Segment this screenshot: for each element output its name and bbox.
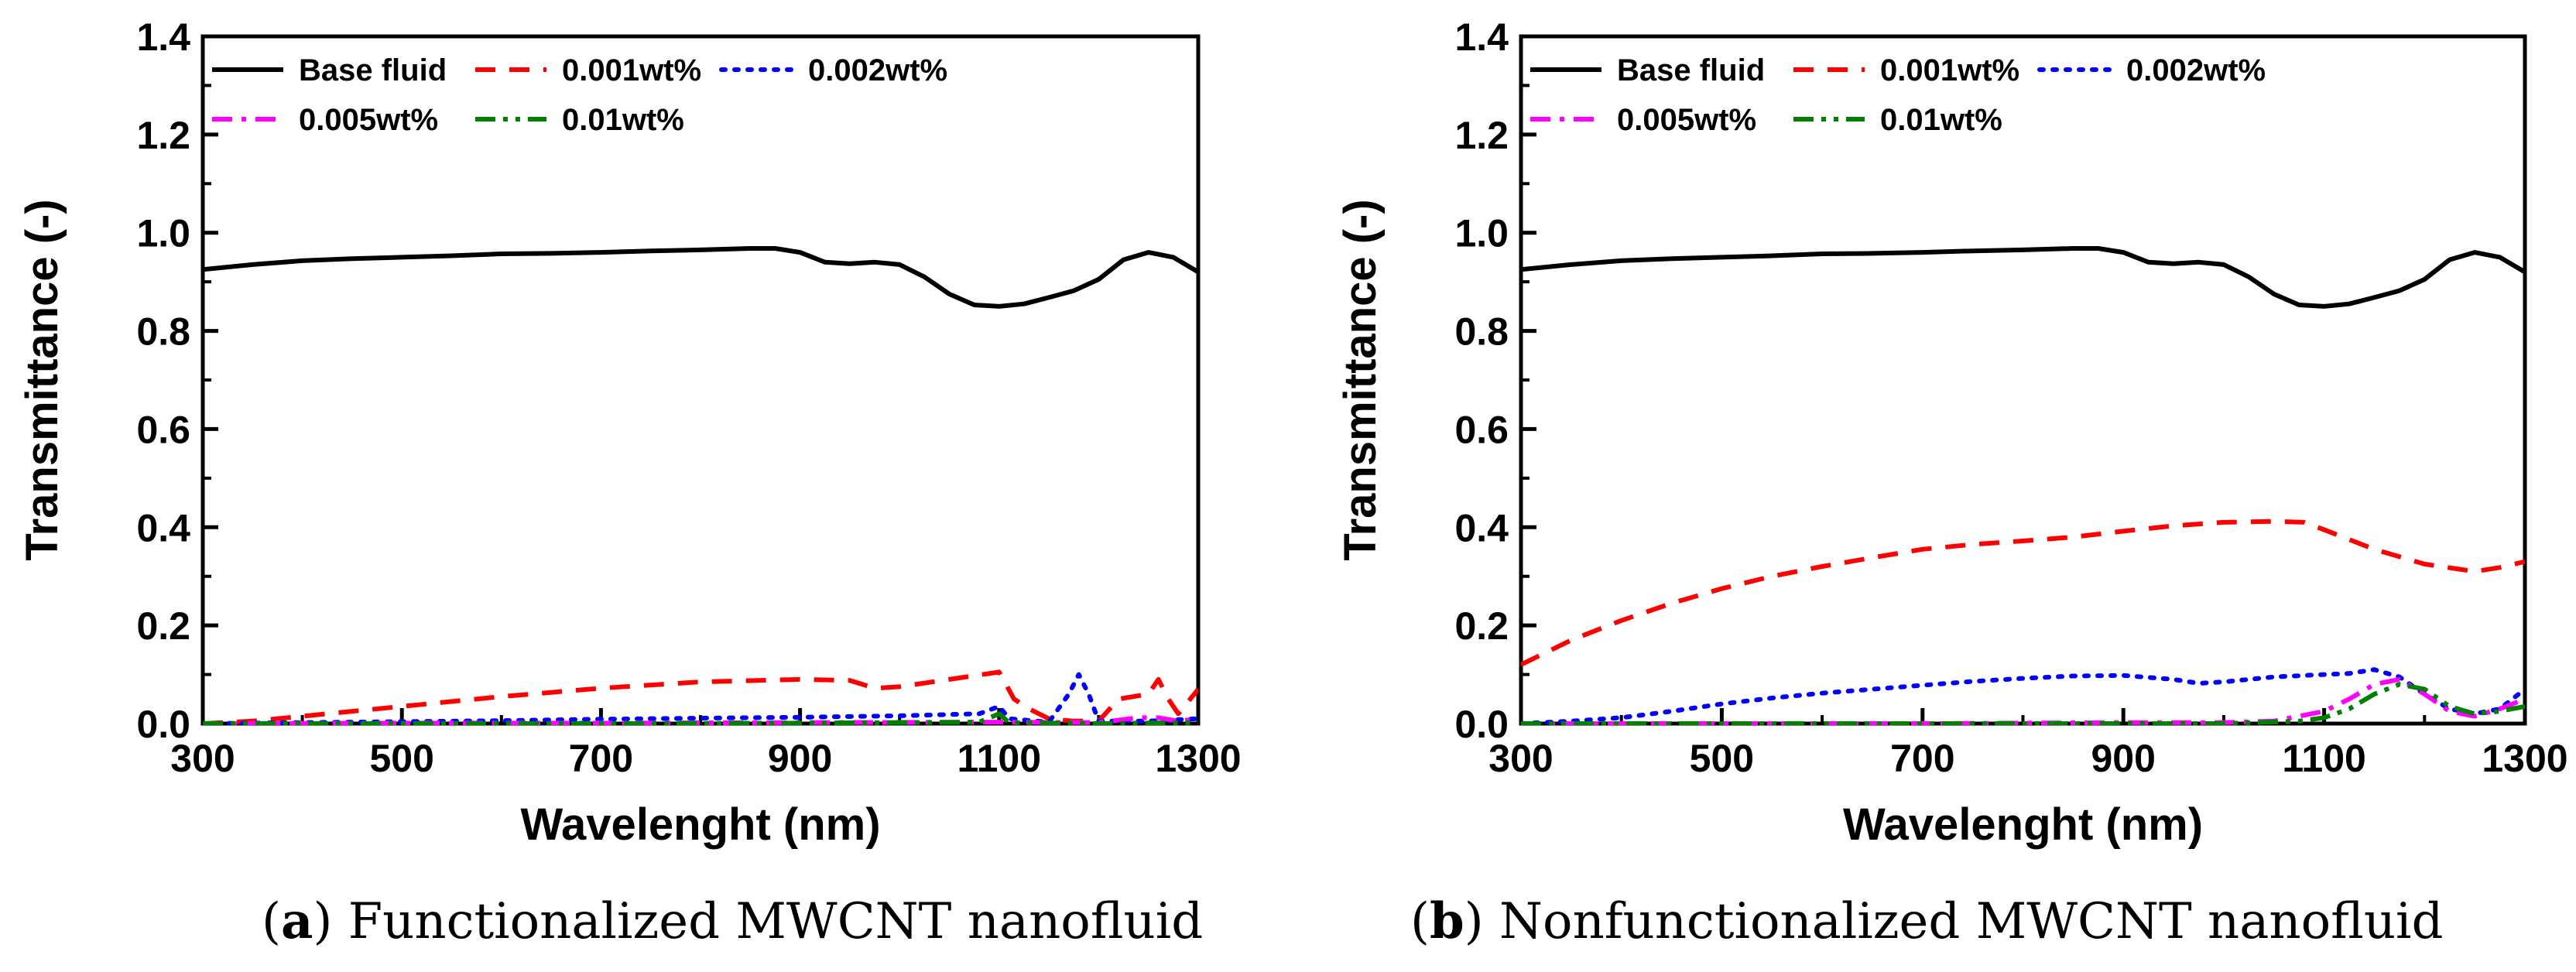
legend-label: 0.002wt% (808, 53, 947, 87)
legend-label: Base fluid (299, 53, 447, 87)
legend-label: 0.005wt% (299, 103, 438, 137)
legend-label: Base fluid (1617, 53, 1765, 87)
y-tick-label: 1.4 (1454, 15, 1509, 59)
y-tick-label: 0.2 (1454, 604, 1509, 648)
legend-item: 0.005wt% (212, 103, 438, 137)
panel-letter: b (1430, 892, 1464, 950)
series-line-1 (203, 669, 1198, 725)
legend-label: 0.001wt% (562, 53, 701, 87)
x-tick-label: 300 (170, 737, 235, 780)
y-tick-label: 1.0 (1454, 212, 1509, 255)
panel-caption: (a) Functionalized MWCNT nanofluid (262, 892, 1203, 950)
plot-frame (1519, 34, 2527, 726)
y-tick-label: 0.0 (136, 703, 190, 746)
panel-caption-text: Nonfunctionalized MWCNT nanofluid (1499, 893, 2443, 950)
x-axis-label: Wavelenght (nm) (1843, 799, 2203, 850)
x-tick-label: 1300 (2482, 737, 2567, 780)
legend-item: Base fluid (212, 53, 447, 87)
x-tick-label: 700 (1890, 737, 1954, 780)
y-tick-label: 1.0 (136, 212, 190, 255)
x-tick-label: 1300 (1155, 737, 1241, 780)
x-tick-label: 500 (369, 737, 433, 780)
series-line-4 (203, 711, 1198, 725)
y-tick-label: 0.8 (136, 310, 190, 354)
legend-label: 0.01wt% (562, 103, 684, 137)
legend-label: 0.002wt% (2126, 53, 2266, 87)
panel-caption: (b) Nonfunctionalized MWCNT nanofluid (1410, 892, 2443, 950)
x-axis-label: Wavelenght (nm) (520, 799, 880, 850)
legend-item: 0.002wt% (2037, 53, 2266, 87)
y-axis-label: Transmittance (-) (1335, 199, 1386, 560)
series-line-3 (203, 715, 1198, 725)
series-lines (1521, 246, 2525, 725)
y-tick-label: 0.8 (1454, 310, 1509, 354)
series-line-2 (203, 672, 1198, 725)
y-axis-label: Transmittance (-) (17, 199, 67, 560)
series-lines (203, 246, 1198, 725)
y-tick-label: 0.2 (136, 604, 190, 648)
legend-item: 0.001wt% (1793, 53, 2019, 87)
x-tick-label: 900 (768, 737, 832, 780)
x-tick-label: 300 (1488, 737, 1553, 780)
y-tick-label: 0.6 (136, 408, 190, 451)
series-line-1 (1521, 519, 2525, 667)
legend-item: 0.01wt% (1793, 103, 2002, 137)
y-tick-label: 0.6 (1454, 408, 1509, 451)
legend-label: 0.01wt% (1880, 103, 2002, 137)
y-tick-label: 0.4 (136, 506, 190, 549)
y-tick-label: 1.2 (136, 114, 190, 157)
legend-item: 0.005wt% (1530, 103, 1756, 137)
legend-item: 0.002wt% (719, 53, 947, 87)
plot-frame (200, 34, 1201, 726)
legend: Base fluid 0.001wt% 0.002wt% 0.005wt% 0.01wt… (212, 53, 947, 137)
x-tick-label: 1100 (957, 737, 1041, 780)
legend-item: 0.01wt% (475, 103, 684, 137)
series-line-4 (1521, 682, 2525, 725)
chart-panel-b: 300 500 700 900 1100 1300 0.0 0.2 0.4 0.6 0.8 1.0 1.… (1335, 15, 2568, 950)
y-tick-label: 1.2 (1454, 114, 1509, 157)
legend-item: 0.001wt% (475, 53, 701, 87)
legend: Base fluid 0.001wt% 0.002wt% 0.005wt% 0.01wt… (1530, 53, 2266, 137)
panel-letter: a (281, 892, 313, 950)
legend-label: 0.005wt% (1617, 103, 1756, 137)
chart-panel-a: 300 500 700 900 1100 1300 0.0 0.2 0.4 0.6 0.8 1.0 1.… (17, 15, 1242, 950)
y-tick-label: 0.0 (1454, 703, 1509, 746)
panel-caption-text: Functionalized MWCNT nanofluid (348, 893, 1203, 950)
x-tick-label: 700 (569, 737, 633, 780)
series-line-3 (1521, 676, 2525, 725)
legend-label: 0.001wt% (1880, 53, 2019, 87)
series-line-0 (203, 246, 1198, 309)
x-tick-label: 1100 (2282, 737, 2365, 780)
x-tick-label: 500 (1690, 737, 1754, 780)
y-tick-label: 0.4 (1454, 506, 1509, 549)
y-tick-label: 1.4 (136, 15, 190, 59)
legend-item: Base fluid (1530, 53, 1765, 87)
series-line-0 (1521, 246, 2525, 309)
x-tick-label: 900 (2091, 737, 2155, 780)
